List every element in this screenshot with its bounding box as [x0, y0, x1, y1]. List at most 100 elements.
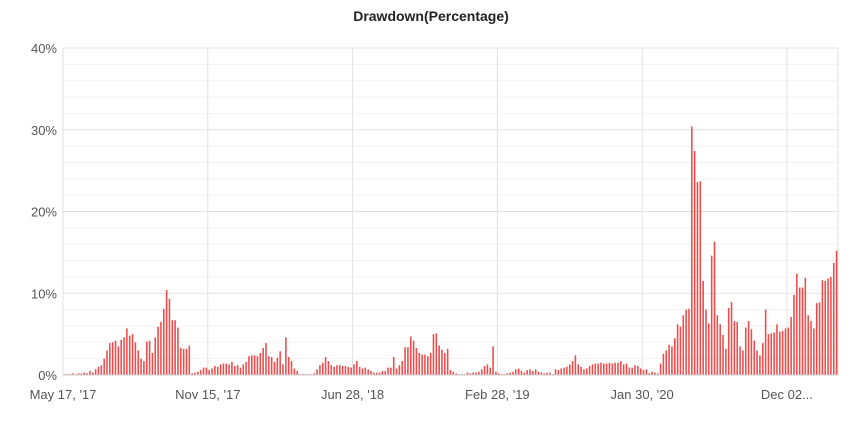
bar [273, 361, 276, 375]
bar [287, 357, 290, 375]
bar [441, 349, 443, 375]
bar [634, 365, 636, 375]
bar [705, 309, 707, 375]
bar [583, 369, 585, 375]
bar [520, 370, 523, 375]
bar [350, 367, 352, 375]
y-tick-label: 10% [31, 286, 57, 301]
bar [270, 357, 273, 375]
bar [313, 373, 316, 375]
bar [347, 366, 350, 375]
bar [611, 363, 614, 375]
bar [554, 369, 557, 375]
bar [219, 364, 222, 375]
bar [750, 329, 753, 375]
bar [577, 364, 580, 375]
bar [148, 340, 151, 375]
bar [639, 368, 642, 375]
bar [747, 321, 750, 375]
bar [676, 324, 679, 375]
bar [597, 363, 599, 375]
bar [339, 365, 341, 375]
bar [222, 363, 225, 375]
bar [767, 334, 770, 376]
bar [364, 367, 367, 375]
bar [253, 355, 256, 375]
bar [637, 366, 639, 375]
x-tick-label: Dec 02... [761, 387, 813, 402]
bar [832, 263, 835, 375]
bar [614, 362, 616, 375]
bar [143, 361, 145, 375]
bar [100, 365, 103, 375]
bar [282, 364, 284, 375]
bar [810, 321, 812, 375]
bar [532, 370, 534, 375]
bar [722, 334, 724, 375]
bar [390, 367, 392, 375]
bar [123, 337, 125, 375]
bar [356, 361, 358, 375]
bar [432, 334, 435, 376]
bar [475, 372, 477, 375]
bar [92, 372, 94, 375]
bar [395, 368, 398, 375]
bar [798, 287, 801, 375]
y-tick-label: 20% [31, 205, 57, 220]
bar [546, 372, 548, 375]
bar [319, 365, 321, 375]
bar [185, 348, 188, 375]
bar [401, 361, 404, 375]
bar [466, 372, 469, 375]
bar [770, 333, 773, 375]
bar [764, 309, 767, 375]
bar [594, 363, 597, 375]
bar [452, 371, 455, 375]
bar [549, 372, 551, 375]
bar [759, 355, 761, 375]
bar [708, 323, 710, 375]
bar [580, 366, 582, 375]
bar [131, 334, 134, 376]
bar [361, 368, 364, 375]
bar [336, 365, 338, 375]
bar [387, 367, 389, 375]
bar [418, 352, 421, 375]
bar [214, 366, 216, 375]
bar [659, 363, 662, 375]
x-tick-label: Jun 28, '18 [321, 387, 384, 402]
bar [126, 328, 128, 375]
bar [534, 369, 537, 375]
y-tick-label: 30% [31, 123, 57, 138]
bar [407, 347, 409, 375]
grid-lines [62, 47, 839, 375]
bar [191, 373, 193, 375]
bar [483, 366, 486, 375]
bar [773, 332, 775, 375]
bar [265, 343, 267, 375]
bar [560, 368, 562, 375]
bar [327, 361, 330, 375]
bar [523, 372, 526, 375]
bar [251, 355, 253, 375]
bar [341, 366, 344, 375]
bar [716, 315, 719, 375]
bar [438, 345, 440, 375]
bar [719, 324, 721, 375]
bar [557, 370, 560, 375]
x-tick-label: Jan 30, '20 [611, 387, 674, 402]
bar [268, 356, 270, 375]
bar [489, 367, 492, 375]
bar [591, 364, 594, 375]
bar [568, 364, 571, 375]
bar [645, 369, 648, 375]
bar [256, 356, 259, 375]
bar [378, 372, 381, 375]
bar [165, 289, 168, 375]
bar [790, 316, 792, 375]
bar [793, 294, 795, 375]
bar [654, 372, 656, 375]
bar [103, 358, 105, 375]
x-tick-label: Nov 15, '17 [175, 387, 240, 402]
bar [444, 352, 446, 375]
